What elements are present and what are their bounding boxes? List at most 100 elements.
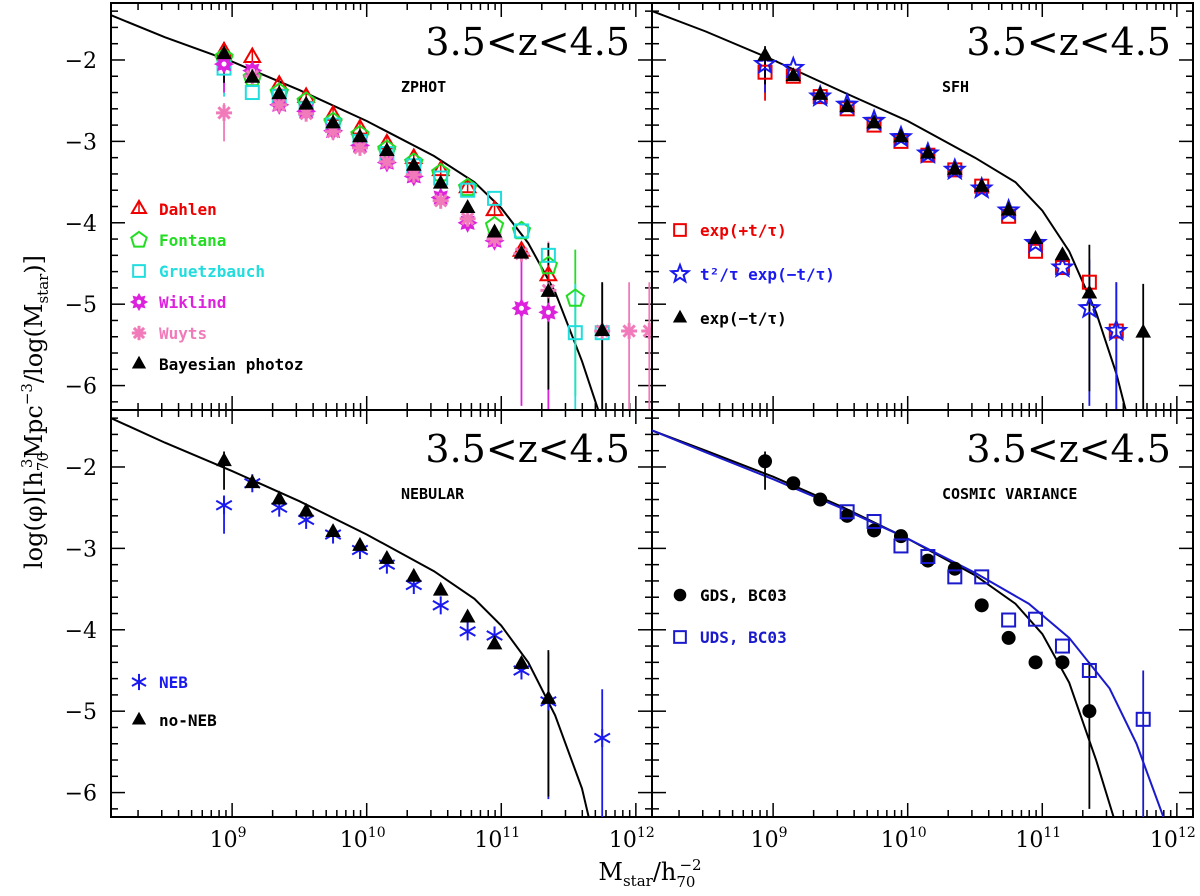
data-point bbox=[974, 569, 990, 585]
panels-group: −2 −3 −4 −5 −6 3.5<z<4.5 ZPHOT Dahlen Fontana Gru… bbox=[65, 2, 1196, 853]
data-point bbox=[458, 176, 478, 194]
data-point bbox=[1104, 318, 1129, 342]
legend-label: Fontana bbox=[159, 231, 226, 250]
legend-marker bbox=[131, 355, 147, 369]
data-point bbox=[813, 492, 828, 507]
data-point bbox=[839, 504, 855, 520]
legend-label: GDS, BC03 bbox=[700, 586, 787, 605]
panel-frame-sfh bbox=[651, 2, 1194, 411]
legend-marker bbox=[673, 223, 687, 237]
legend-marker bbox=[672, 309, 688, 323]
data-point bbox=[298, 105, 315, 122]
data-point bbox=[271, 96, 288, 113]
data-point bbox=[593, 729, 611, 748]
data-point bbox=[484, 199, 505, 217]
data-point bbox=[1028, 655, 1043, 670]
panel-title: 3.5<z<4.5 bbox=[425, 427, 630, 471]
data-point bbox=[513, 654, 530, 669]
data-point bbox=[969, 175, 994, 200]
data-point bbox=[459, 199, 476, 214]
panel-title: 3.5<z<4.5 bbox=[425, 20, 630, 64]
panel-nebular: −2 −3 −4 −5 −6 109 1010 1011 1012 3.5<z<4.5 NEBULA… bbox=[65, 409, 655, 853]
data-point bbox=[513, 244, 530, 259]
legend-marker bbox=[130, 230, 148, 248]
legend-marker bbox=[673, 588, 687, 602]
data-point bbox=[216, 452, 232, 467]
data-point bbox=[378, 153, 395, 170]
data-point bbox=[325, 523, 341, 537]
data-point bbox=[1027, 230, 1044, 244]
y-tick-label: −5 bbox=[65, 700, 97, 725]
data-point bbox=[567, 325, 583, 341]
y-tick-label: −4 bbox=[65, 619, 97, 644]
data-point bbox=[893, 529, 908, 544]
panel-subtitle: ZPHOT bbox=[401, 78, 446, 96]
data-point bbox=[379, 549, 395, 564]
data-point bbox=[785, 67, 802, 82]
data-point bbox=[216, 104, 233, 121]
data-point bbox=[215, 496, 233, 515]
data-point bbox=[540, 282, 557, 297]
data-point bbox=[298, 95, 314, 110]
data-point bbox=[1054, 246, 1071, 261]
data-point bbox=[893, 128, 909, 143]
panel-data-zphot bbox=[111, 14, 652, 410]
data-point bbox=[807, 83, 833, 108]
panel-title: 3.5<z<4.5 bbox=[966, 20, 1171, 64]
panel-zphot: −2 −3 −4 −5 −6 3.5<z<4.5 ZPHOT Dahlen Fontana Gru… bbox=[65, 2, 653, 411]
panel-subtitle: COSMIC VARIANCE bbox=[942, 485, 1077, 503]
legend-marker bbox=[129, 292, 149, 312]
data-point bbox=[511, 298, 532, 319]
legend-label: Wiklind bbox=[159, 293, 226, 312]
data-point bbox=[271, 85, 288, 100]
x-tick-label: 109 bbox=[210, 825, 247, 853]
x-tick-label: 109 bbox=[751, 825, 788, 853]
legend-label: exp(+t/τ) bbox=[700, 221, 787, 240]
data-point bbox=[752, 51, 778, 75]
data-point bbox=[867, 523, 882, 538]
data-point bbox=[565, 288, 586, 307]
data-point bbox=[866, 114, 882, 129]
data-point bbox=[352, 536, 368, 551]
legend-label: Wuyts bbox=[159, 324, 207, 343]
data-point bbox=[538, 302, 559, 323]
data-point bbox=[1081, 662, 1097, 678]
data-point bbox=[594, 322, 611, 336]
data-point bbox=[1082, 704, 1097, 719]
x-axis-label: Mstar/h70−2 bbox=[598, 856, 701, 891]
data-point bbox=[920, 553, 935, 568]
fit-line bbox=[652, 10, 1127, 410]
data-point bbox=[432, 596, 450, 615]
legend-marker bbox=[131, 673, 147, 691]
data-point bbox=[974, 598, 989, 613]
data-point bbox=[540, 247, 556, 263]
panel-frame-cosmic bbox=[651, 409, 1194, 818]
data-point bbox=[216, 45, 232, 60]
data-point bbox=[920, 144, 936, 159]
panel-subtitle: NEBULAR bbox=[401, 485, 465, 503]
legend-label: exp(−t/τ) bbox=[700, 309, 787, 328]
data-point bbox=[325, 114, 341, 129]
legend-label: NEB bbox=[159, 673, 188, 692]
data-point bbox=[812, 85, 829, 100]
y-tick-label: −2 bbox=[65, 49, 97, 74]
x-tick-label: 1012 bbox=[609, 825, 655, 853]
data-point bbox=[786, 476, 801, 491]
panel-sfh: 3.5<z<4.5 SFH exp(+t/τ) t²/τ exp(−t/τ) exp(−… bbox=[651, 2, 1194, 411]
legend-marker bbox=[131, 325, 147, 341]
data-point bbox=[839, 98, 855, 113]
data-point bbox=[893, 538, 909, 554]
data-point bbox=[1028, 611, 1044, 627]
y-tick-label: −6 bbox=[65, 375, 97, 400]
data-point bbox=[840, 508, 855, 523]
panel-data-cosmic bbox=[652, 429, 1165, 817]
legend-marker bbox=[131, 711, 147, 725]
x-tick-label: 1012 bbox=[1150, 825, 1196, 853]
data-point bbox=[758, 454, 773, 469]
data-point bbox=[486, 223, 503, 238]
data-point bbox=[459, 210, 476, 227]
data-point bbox=[244, 68, 261, 83]
panel-data-nebular bbox=[111, 417, 611, 817]
legend-marker bbox=[132, 264, 146, 278]
